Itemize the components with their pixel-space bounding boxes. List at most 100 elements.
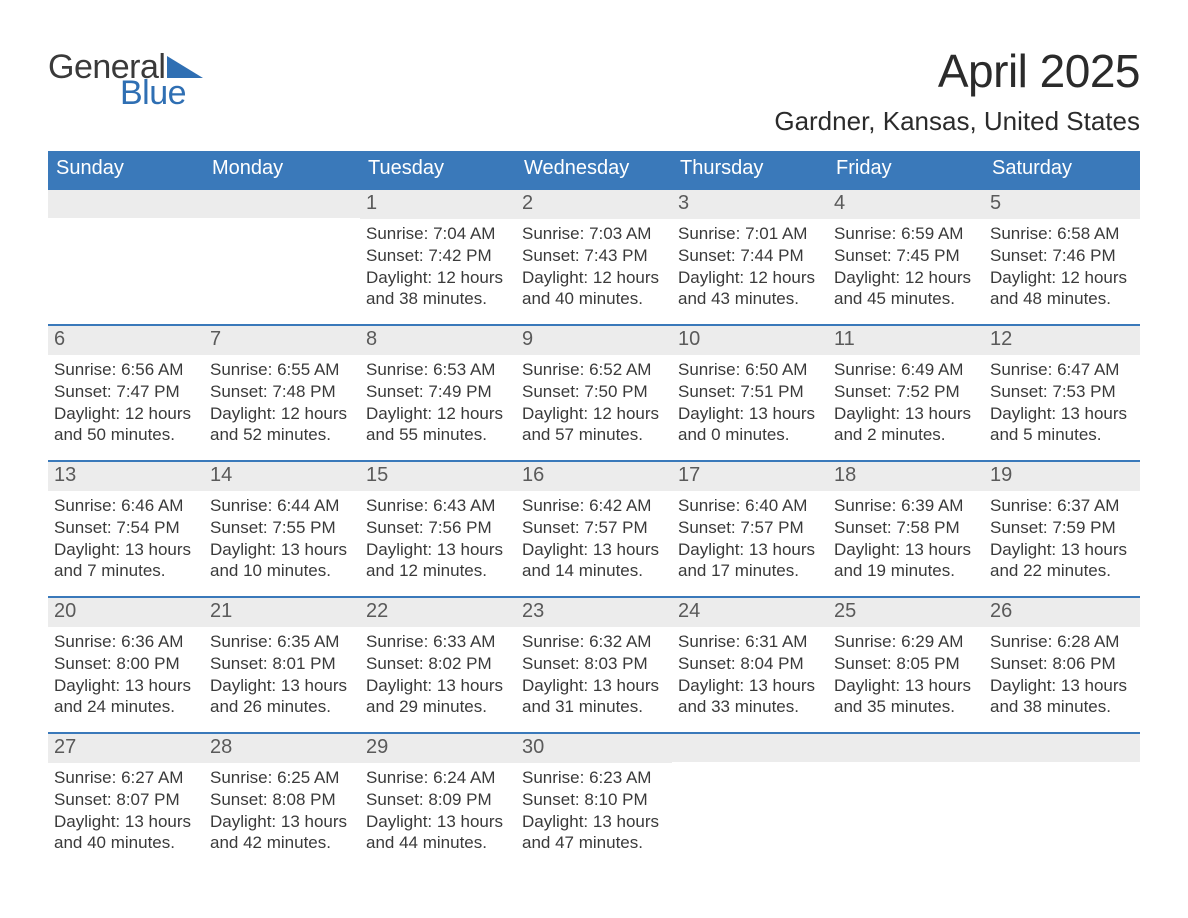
sunset: Sunset: 7:44 PM [678, 245, 822, 267]
day-body [828, 762, 984, 780]
daylight: Daylight: 13 hours and 0 minutes. [678, 403, 822, 447]
sunrise-value: 7:04 AM [433, 224, 495, 243]
sunrise-label: Sunrise: [834, 224, 901, 243]
sunrise-value: 6:31 AM [745, 632, 807, 651]
sunrise: Sunrise: 6:36 AM [54, 631, 198, 653]
sunrise-value: 6:55 AM [277, 360, 339, 379]
day-cell [204, 190, 360, 324]
sunset-label: Sunset: [522, 654, 584, 673]
day-cell: 5Sunrise: 6:58 AMSunset: 7:46 PMDaylight… [984, 190, 1140, 324]
day-number: 14 [204, 462, 360, 491]
sunrise: Sunrise: 6:52 AM [522, 359, 666, 381]
sunrise-value: 6:39 AM [901, 496, 963, 515]
sunset-label: Sunset: [834, 382, 896, 401]
sunrise-value: 6:29 AM [901, 632, 963, 651]
sunrise-value: 7:03 AM [589, 224, 651, 243]
day-cell: 14Sunrise: 6:44 AMSunset: 7:55 PMDayligh… [204, 462, 360, 596]
sunrise-value: 6:53 AM [433, 360, 495, 379]
week-row: 13Sunrise: 6:46 AMSunset: 7:54 PMDayligh… [48, 460, 1140, 596]
sunrise-label: Sunrise: [678, 360, 745, 379]
day-number: 12 [984, 326, 1140, 355]
day-cell: 20Sunrise: 6:36 AMSunset: 8:00 PMDayligh… [48, 598, 204, 732]
daylight: Daylight: 13 hours and 5 minutes. [990, 403, 1134, 447]
day-number: 27 [48, 734, 204, 763]
week-row: 27Sunrise: 6:27 AMSunset: 8:07 PMDayligh… [48, 732, 1140, 868]
sunrise: Sunrise: 6:23 AM [522, 767, 666, 789]
daylight-label: Daylight: [366, 676, 437, 695]
sunrise-label: Sunrise: [366, 496, 433, 515]
sunrise-value: 6:44 AM [277, 496, 339, 515]
sunset: Sunset: 8:10 PM [522, 789, 666, 811]
sunset-value: 7:55 PM [272, 518, 335, 537]
day-body: Sunrise: 6:25 AMSunset: 8:08 PMDaylight:… [204, 763, 360, 868]
sunset: Sunset: 8:01 PM [210, 653, 354, 675]
day-number: 13 [48, 462, 204, 491]
day-cell: 21Sunrise: 6:35 AMSunset: 8:01 PMDayligh… [204, 598, 360, 732]
sunset-label: Sunset: [366, 246, 428, 265]
daylight-label: Daylight: [366, 268, 437, 287]
sunrise-label: Sunrise: [366, 632, 433, 651]
sunrise-value: 6:50 AM [745, 360, 807, 379]
sunset-label: Sunset: [54, 654, 116, 673]
sunset-label: Sunset: [54, 382, 116, 401]
sunrise-value: 6:58 AM [1057, 224, 1119, 243]
sunset: Sunset: 8:00 PM [54, 653, 198, 675]
sunset: Sunset: 8:09 PM [366, 789, 510, 811]
day-number: 11 [828, 326, 984, 355]
day-number: 3 [672, 190, 828, 219]
day-number: 6 [48, 326, 204, 355]
sunrise-label: Sunrise: [990, 360, 1057, 379]
sunset-label: Sunset: [522, 518, 584, 537]
day-cell: 28Sunrise: 6:25 AMSunset: 8:08 PMDayligh… [204, 734, 360, 868]
day-cell: 7Sunrise: 6:55 AMSunset: 7:48 PMDaylight… [204, 326, 360, 460]
daylight-label: Daylight: [678, 676, 749, 695]
day-cell: 8Sunrise: 6:53 AMSunset: 7:49 PMDaylight… [360, 326, 516, 460]
sunset-label: Sunset: [210, 790, 272, 809]
sunrise-label: Sunrise: [366, 360, 433, 379]
day-cell: 1Sunrise: 7:04 AMSunset: 7:42 PMDaylight… [360, 190, 516, 324]
day-body: Sunrise: 6:42 AM Sunset: 7:57 PM Daylight:… [516, 491, 672, 596]
sunset-label: Sunset: [990, 518, 1052, 537]
sunrise: Sunrise: 6:50 AM [678, 359, 822, 381]
daylight-label: Daylight: [54, 404, 125, 423]
sunset-value: 7:48 PM [272, 382, 335, 401]
sunrise-label: Sunrise: [366, 224, 433, 243]
day-number: 25 [828, 598, 984, 627]
sunrise-label: Sunrise: [210, 632, 277, 651]
day-number: 7 [204, 326, 360, 355]
sunrise-label: Sunrise: [210, 360, 277, 379]
sunrise-label: Sunrise: [522, 496, 589, 515]
sunset-value: 7:50 PM [584, 382, 647, 401]
day-body: Sunrise: 7:03 AMSunset: 7:43 PMDaylight:… [516, 219, 672, 324]
day-body: Sunrise: 6:49 AMSunset: 7:52 PMDaylight:… [828, 355, 984, 460]
sunrise-label: Sunrise: [54, 360, 121, 379]
daylight: Daylight: 12 hours and 52 minutes. [210, 403, 354, 447]
sunrise-value: 6:40 AM [745, 496, 807, 515]
day-number: 23 [516, 598, 672, 627]
sunrise-label: Sunrise: [678, 224, 745, 243]
sunrise-label: Sunrise: [834, 496, 901, 515]
sunset-value: 7:57 PM [584, 518, 647, 537]
sunrise: Sunrise: 6:46 AM [54, 495, 198, 517]
sunrise-label: Sunrise: [834, 360, 901, 379]
day-body: Sunrise: 6:44 AMSunset: 7:55 PMDaylight:… [204, 491, 360, 596]
sunrise: Sunrise: 6:33 AM [366, 631, 510, 653]
day-number: 30 [516, 734, 672, 763]
brand-logo: General Blue [48, 50, 203, 110]
day-body [984, 762, 1140, 780]
day-cell [984, 734, 1140, 868]
daylight: Daylight: 13 hours and 14 minutes. [522, 539, 666, 583]
sunset: Sunset: 8:06 PM [990, 653, 1134, 675]
sunrise-value: 6:42 AM [589, 496, 651, 515]
day-body: Sunrise: 6:52 AMSunset: 7:50 PMDaylight:… [516, 355, 672, 460]
sunrise: Sunrise: 6:39 AM [834, 495, 978, 517]
sunrise-label: Sunrise: [366, 768, 433, 787]
day-cell: 13Sunrise: 6:46 AMSunset: 7:54 PMDayligh… [48, 462, 204, 596]
day-body [48, 218, 204, 236]
day-body: Sunrise: 6:36 AMSunset: 8:00 PMDaylight:… [48, 627, 204, 732]
sunrise: Sunrise: 6:28 AM [990, 631, 1134, 653]
daylight-label: Daylight: [990, 268, 1061, 287]
sunrise: Sunrise: 6:37 AM [990, 495, 1134, 517]
sunrise-value: 6:24 AM [433, 768, 495, 787]
day-cell: 9Sunrise: 6:52 AMSunset: 7:50 PMDaylight… [516, 326, 672, 460]
